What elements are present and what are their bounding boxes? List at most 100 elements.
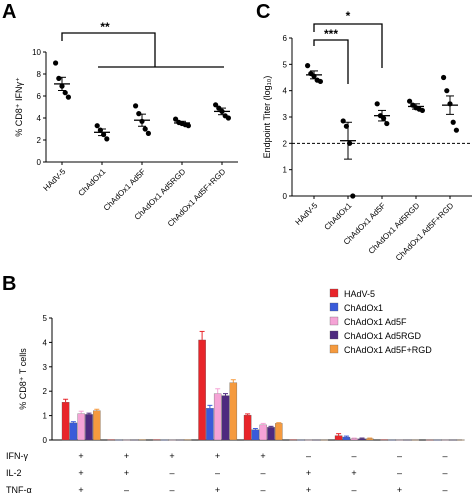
- legend-swatch: [329, 330, 339, 340]
- bar: [380, 439, 388, 441]
- bar: [358, 438, 366, 441]
- bar: [198, 339, 206, 441]
- data-point: [419, 107, 425, 114]
- condition-sign: +: [260, 451, 265, 461]
- condition-sign: +: [78, 451, 83, 461]
- bar: [229, 382, 238, 441]
- y-tick-label: 1: [283, 166, 288, 175]
- bar: [457, 439, 465, 441]
- panel-label-c: C: [256, 1, 270, 23]
- bar: [85, 414, 93, 441]
- condition-sign: +: [306, 485, 311, 495]
- y-tick-label: 2: [283, 139, 288, 148]
- data-point: [62, 90, 68, 96]
- x-tick-label: ChAdOx1 Ad5F+RGD: [394, 201, 456, 263]
- data-point: [173, 116, 179, 122]
- y-tick-label: 2: [37, 136, 42, 145]
- data-point: [136, 111, 142, 117]
- chart-a-ylabel: % CD8⁺ IFNγ⁺: [14, 77, 24, 137]
- condition-sign: –: [442, 451, 447, 461]
- bar: [441, 439, 449, 441]
- bar: [275, 423, 283, 441]
- bar: [403, 439, 412, 441]
- condition-sign: –: [351, 485, 356, 495]
- y-tick-label: 0: [283, 192, 288, 201]
- significance-bracket: [313, 23, 383, 68]
- data-point: [56, 75, 62, 81]
- x-tick-label: HAdV-5: [42, 167, 68, 193]
- bar: [350, 438, 358, 441]
- chart-a: % CD8⁺ IFNγ⁺ 0 2 4 6 8 10 HAdV-5 ChAdOx1ChAdOx1…: [14, 20, 238, 229]
- bar: [184, 439, 192, 441]
- data-point: [305, 63, 311, 69]
- condition-row-label: IFN-γ: [6, 451, 28, 461]
- significance-label: **: [100, 20, 110, 34]
- data-point: [444, 88, 450, 94]
- bar: [366, 438, 374, 441]
- data-point: [384, 120, 390, 127]
- data-point: [94, 123, 100, 129]
- condition-sign: +: [351, 468, 356, 478]
- data-point: [145, 130, 151, 136]
- condition-sign: +: [215, 451, 220, 461]
- bar: [61, 402, 70, 441]
- bar: [433, 439, 442, 441]
- bar: [304, 439, 313, 441]
- y-tick-label: 6: [37, 92, 42, 101]
- y-tick-label: 5: [283, 60, 288, 69]
- bar: [77, 413, 85, 441]
- condition-sign: –: [306, 451, 311, 461]
- bar: [138, 439, 147, 441]
- bar: [267, 427, 275, 441]
- bar: [411, 439, 420, 441]
- bar: [115, 439, 123, 441]
- legend-label: ChAdOx1: [344, 303, 383, 313]
- data-point: [350, 193, 356, 199]
- bar: [69, 422, 78, 441]
- data-point: [374, 101, 380, 107]
- y-tick-label: 1: [43, 412, 48, 421]
- y-tick-label: 10: [32, 48, 41, 57]
- bar: [213, 393, 222, 441]
- y-tick-label: 4: [37, 114, 42, 123]
- condition-sign: +: [169, 451, 174, 461]
- x-tick-label: ChAdOx1: [323, 201, 354, 232]
- bar: [251, 429, 260, 441]
- legend-swatch: [329, 344, 339, 354]
- bar: [312, 439, 321, 441]
- bar: [93, 410, 101, 441]
- bar: [395, 439, 404, 441]
- data-point: [453, 127, 459, 133]
- data-point: [133, 103, 139, 109]
- condition-sign: –: [397, 468, 402, 478]
- condition-sign: +: [124, 451, 129, 461]
- condition-sign: +: [78, 468, 83, 478]
- bar: [122, 439, 131, 441]
- data-point: [317, 78, 323, 85]
- y-tick-label: 3: [283, 113, 288, 122]
- condition-sign: –: [442, 468, 447, 478]
- x-tick-label: ChAdOx1 Ad5F: [102, 167, 148, 213]
- condition-sign: +: [78, 485, 83, 495]
- bar: [289, 439, 297, 441]
- bar: [425, 439, 434, 441]
- bar: [388, 439, 396, 441]
- legend-label: ChAdOx1 Ad5RGD: [344, 331, 422, 341]
- bar: [342, 436, 351, 441]
- legend-label: ChAdOx1 Ad5F: [344, 317, 407, 327]
- bar: [221, 395, 230, 441]
- bar: [259, 424, 267, 441]
- condition-sign: –: [351, 451, 356, 461]
- data-point: [53, 60, 59, 66]
- bar: [320, 439, 329, 441]
- condition-sign: –: [442, 485, 447, 495]
- panel-label-a: A: [2, 1, 16, 23]
- y-tick-label: 8: [37, 70, 42, 79]
- panel-label-b: B: [2, 273, 16, 295]
- condition-sign: +: [124, 468, 129, 478]
- y-tick-label: 4: [283, 87, 288, 96]
- data-point: [441, 74, 447, 81]
- bar: [176, 439, 184, 441]
- bar: [243, 414, 252, 441]
